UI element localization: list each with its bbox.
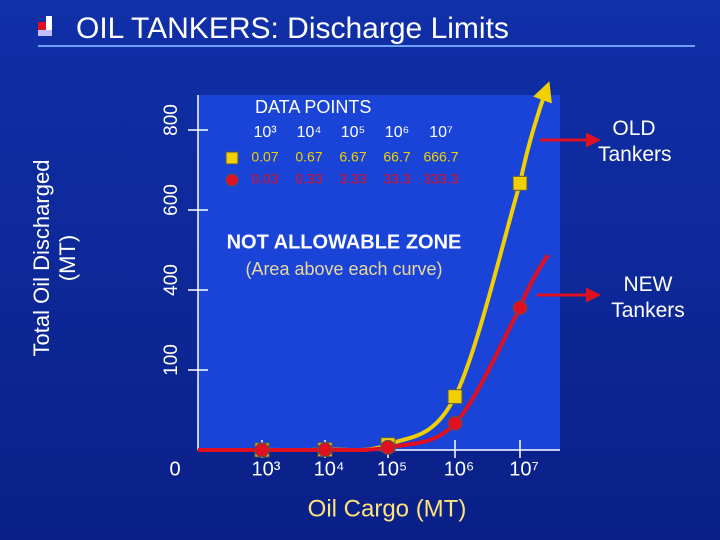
y-tick-label: 400 [161,264,182,296]
point [380,439,396,455]
point [317,442,333,458]
table-marker [225,173,239,187]
point [254,442,270,458]
table-cell: 0.67 [295,149,322,165]
title: OIL TANKERS: Discharge Limits [76,12,509,45]
annotation: (Area above each curve) [245,259,442,279]
y-tick-label: 800 [161,104,182,136]
table-header: 10⁷ [429,124,453,141]
y-tick-label: 600 [161,184,182,216]
point [512,300,528,316]
y-axis-label: Total Oil Discharged (MT) [29,159,80,357]
trend-arrow [518,81,552,184]
annotation: NOT ALLOWABLE ZONE [227,231,462,253]
y-tick-label: 100 [161,344,182,376]
point [447,415,463,431]
table-cell: 6.67 [339,149,366,165]
table-header: 10⁴ [297,124,322,141]
x-tick-label: 0 [169,458,180,480]
table-header: 10⁵ [341,124,365,141]
table-cell: 33.3 [383,171,410,187]
series-line [261,306,522,453]
table-title: DATA POINTS [255,97,371,117]
point [447,389,463,405]
table-cell: 0.07 [251,149,278,165]
plot-area [198,95,560,450]
x-tick-label: 10⁶ [444,458,474,480]
x-tick-label: 10³ [252,458,281,480]
x-axis-label: Oil Cargo (MT) [308,495,467,522]
legend-label: NEW Tankers [611,273,685,322]
table-cell: 3.33 [339,171,366,187]
table-header: 10³ [253,124,277,141]
table-marker [225,151,239,165]
point [512,175,528,191]
x-tick-label: 10⁴ [314,458,345,480]
x-tick-label: 10⁵ [377,458,408,480]
table-cell: 0.33 [295,171,322,187]
table-cell: 333.3 [423,171,458,187]
x-tick-label: 10⁷ [509,458,538,480]
table-cell: 666.7 [423,149,458,165]
legend-label: OLD Tankers [598,117,672,166]
table-cell: 66.7 [383,149,410,165]
table-header: 10⁶ [385,124,409,141]
table-cell: 0.03 [251,171,278,187]
title-icon [38,16,52,36]
